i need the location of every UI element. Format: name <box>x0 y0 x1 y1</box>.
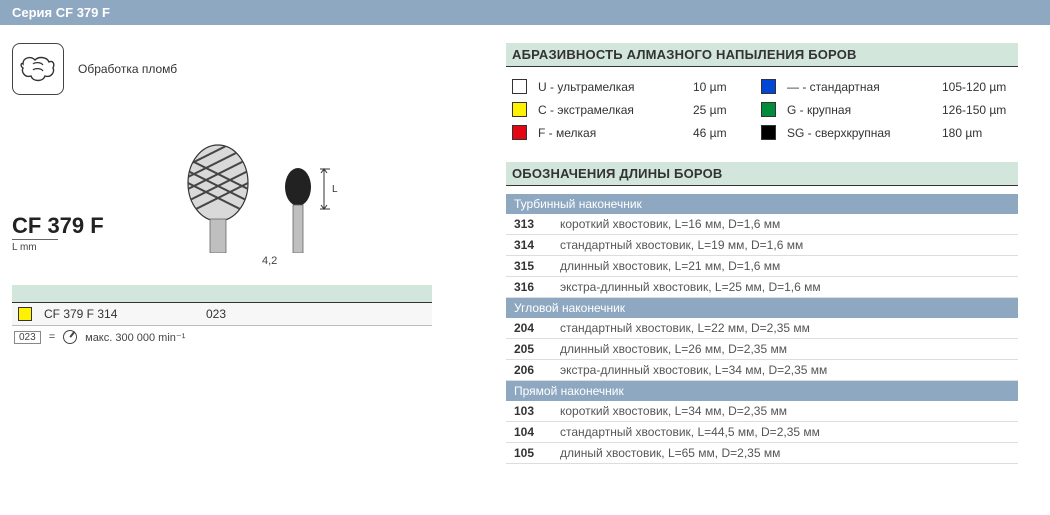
main-columns: Обработка пломб CF 379 F L mm <box>0 43 1050 464</box>
bur-small-icon <box>284 167 316 253</box>
length-table: Турбинный наконечник 313 короткий хвостови… <box>506 194 1018 464</box>
product-table: CF 379 F 314 023 023 = макс. 300 000 min… <box>12 285 432 348</box>
abrasive-label: — - стандартная <box>787 80 934 94</box>
left-column: Обработка пломб CF 379 F L mm <box>0 43 500 464</box>
length-desc: стандартный хвостовик, L=44,5 мм, D=2,35… <box>560 425 1010 439</box>
rpm-row: 023 = макс. 300 000 min⁻¹ <box>12 326 432 348</box>
abrasive-swatch-icon <box>512 79 527 94</box>
abrasive-label: G - крупная <box>787 103 934 117</box>
rpm-equals: = <box>49 331 55 343</box>
series-header: Серия CF 379 F <box>0 0 1050 25</box>
dim-value: 4,2 <box>262 255 277 267</box>
length-row: 104 стандартный хвостовик, L=44,5 мм, D=2… <box>506 422 1018 443</box>
abrasive-size: 10 µm <box>693 80 753 94</box>
abrasive-label: U - ультрамелкая <box>538 80 685 94</box>
abrasive-grid: U - ультрамелкая 10 µm — - стандартная 105-… <box>512 79 1012 140</box>
length-desc: длинный хвостовик, L=21 мм, D=1,6 мм <box>560 259 1010 273</box>
svg-text:L: L <box>332 184 338 195</box>
length-row: 313 короткий хвостовик, L=16 мм, D=1,6 мм <box>506 214 1018 235</box>
length-desc: стандартный хвостовик, L=22 мм, D=2,35 м… <box>560 321 1010 335</box>
length-code: 316 <box>514 280 548 294</box>
row-swatch-icon <box>18 307 32 321</box>
abrasive-size: 126-150 µm <box>942 103 1012 117</box>
abrasive-swatch-icon <box>512 125 527 140</box>
length-row: 103 короткий хвостовик, L=34 мм, D=2,35 м… <box>506 401 1018 422</box>
length-code: 314 <box>514 238 548 252</box>
length-desc: короткий хвостовик, L=34 мм, D=2,35 мм <box>560 404 1010 418</box>
dimension-l-icon: L <box>320 167 346 217</box>
abrasive-section-title: АБРАЗИВНОСТЬ АЛМАЗНОГО НАПЫЛЕНИЯ БОРОВ <box>506 43 1018 67</box>
table-row: CF 379 F 314 023 <box>12 303 432 326</box>
model-label: CF 379 F <box>12 213 152 239</box>
abrasive-swatch-icon <box>761 125 776 140</box>
length-row: 314 стандартный хвостовик, L=19 мм, D=1,6… <box>506 235 1018 256</box>
length-desc: длиный хвостовик, L=65 мм, D=2,35 мм <box>560 446 1010 460</box>
abrasive-swatch-icon <box>512 102 527 117</box>
length-desc: стандартный хвостовик, L=19 мм, D=1,6 мм <box>560 238 1010 252</box>
usage-label: Обработка пломб <box>78 62 177 76</box>
length-group-heading: Прямой наконечник <box>506 381 1018 401</box>
abrasive-label: F - мелкая <box>538 126 685 140</box>
length-row: 205 длинный хвостовик, L=26 мм, D=2,35 мм <box>506 339 1018 360</box>
length-row: 315 длинный хвостовик, L=21 мм, D=1,6 мм <box>506 256 1018 277</box>
abrasive-size: 180 µm <box>942 126 1012 140</box>
length-row: 316 экстра-длинный хвостовик, L=25 мм, D=… <box>506 277 1018 298</box>
series-title: Серия CF 379 F <box>12 5 110 20</box>
abrasive-swatch-icon <box>761 79 776 94</box>
model-block: CF 379 F L mm <box>12 213 152 253</box>
length-desc: экстра-длинный хвостовик, L=34 мм, D=2,3… <box>560 363 1010 377</box>
rpm-gauge-icon <box>63 330 77 344</box>
length-row: 206 экстра-длинный хвостовик, L=34 мм, D=… <box>506 360 1018 381</box>
bur-diagram: CF 379 F L mm <box>12 143 488 263</box>
length-code: 104 <box>514 425 548 439</box>
length-code: 315 <box>514 259 548 273</box>
rpm-text: макс. 300 000 min⁻¹ <box>85 331 185 344</box>
abrasive-label: C - экстрамелкая <box>538 103 685 117</box>
length-desc: экстра-длинный хвостовик, L=25 мм, D=1,6… <box>560 280 1010 294</box>
right-column: АБРАЗИВНОСТЬ АЛМАЗНОГО НАПЫЛЕНИЯ БОРОВ U… <box>500 43 1030 464</box>
bur-small-block: L <box>284 167 346 253</box>
abrasive-label: SG - сверхкрупная <box>787 126 934 140</box>
usage-row: Обработка пломб <box>12 43 488 95</box>
row-size: 023 <box>206 307 226 321</box>
abrasive-size: 25 µm <box>693 103 753 117</box>
length-desc: длинный хвостовик, L=26 мм, D=2,35 мм <box>560 342 1010 356</box>
rpm-size-ref: 023 <box>14 331 41 344</box>
abrasive-swatch-icon <box>761 102 776 117</box>
bur-large-icon <box>182 143 254 253</box>
length-code: 206 <box>514 363 548 377</box>
tooth-icon <box>12 43 64 95</box>
lmm-label: L mm <box>12 239 58 253</box>
length-group-heading: Турбинный наконечник <box>506 194 1018 214</box>
product-table-head <box>12 285 432 303</box>
length-section-title: ОБОЗНАЧЕНИЯ ДЛИНЫ БОРОВ <box>506 162 1018 186</box>
length-code: 103 <box>514 404 548 418</box>
length-row: 105 длиный хвостовик, L=65 мм, D=2,35 мм <box>506 443 1018 464</box>
abrasive-size: 105-120 µm <box>942 80 1012 94</box>
abrasive-size: 46 µm <box>693 126 753 140</box>
length-code: 105 <box>514 446 548 460</box>
length-group-heading: Угловой наконечник <box>506 298 1018 318</box>
length-row: 204 стандартный хвостовик, L=22 мм, D=2,3… <box>506 318 1018 339</box>
length-code: 205 <box>514 342 548 356</box>
length-desc: короткий хвостовик, L=16 мм, D=1,6 мм <box>560 217 1010 231</box>
row-name: CF 379 F 314 <box>44 307 194 321</box>
length-code: 204 <box>514 321 548 335</box>
length-code: 313 <box>514 217 548 231</box>
